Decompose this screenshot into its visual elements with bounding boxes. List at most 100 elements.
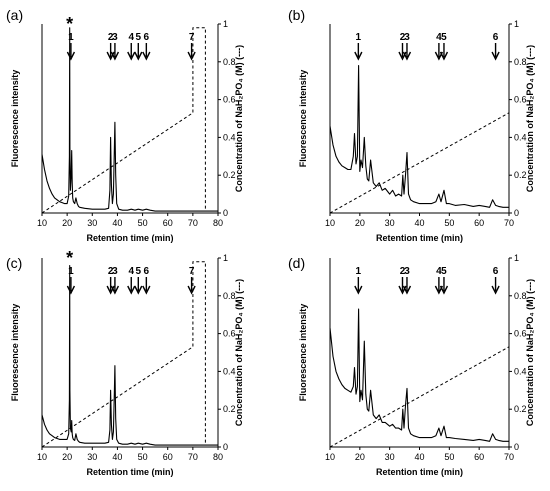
y2-tick-label: 1 — [223, 253, 228, 263]
y2-tick-label: 0.6 — [514, 95, 527, 105]
peak-arrow-head — [134, 51, 143, 61]
y2-axis-title: Concentration of NaH₂PO₄ (M) (---) — [525, 279, 535, 426]
x-tick-label: 60 — [474, 218, 484, 228]
peak-arrow-head — [134, 285, 143, 295]
x-tick-label: 30 — [385, 218, 395, 228]
peak-label: 4 — [436, 32, 442, 43]
y2-tick-label: 0.8 — [223, 57, 236, 67]
x-tick-label: 30 — [87, 452, 97, 462]
panel-label: (d) — [288, 255, 305, 271]
y2-tick-label: 0.4 — [514, 366, 527, 376]
star-marker: * — [66, 14, 73, 34]
y-axis-title: Fluorescence intensity — [10, 304, 20, 402]
chromatogram-line — [41, 27, 218, 212]
x-tick-label: 60 — [163, 218, 173, 228]
peak-arrow-head — [491, 51, 500, 61]
y2-tick-label: 0.6 — [514, 329, 527, 339]
peak-arrow-head — [491, 285, 500, 295]
y2-tick-label: 0.8 — [514, 57, 527, 67]
x-tick-label: 50 — [444, 218, 454, 228]
peak-label: 5 — [136, 32, 142, 43]
x-tick-label: 20 — [355, 218, 365, 228]
peak-arrow-head — [439, 51, 449, 61]
peak-label: 3 — [404, 32, 410, 43]
x-tick-label: 10 — [37, 218, 47, 228]
gradient-line — [41, 27, 206, 214]
peak-label: 7 — [189, 32, 195, 43]
y2-tick-label: 0.8 — [223, 291, 236, 301]
peak-label: 5 — [441, 266, 447, 277]
peak-label: 1 — [68, 32, 74, 43]
chart-panel-4: (d) 10 20 30 40 50 60 700 0.2 0.4 0.6 0.8 1 Retention… — [288, 253, 535, 477]
peak-label: 2 — [400, 32, 406, 43]
peak-arrow-head — [439, 285, 449, 295]
chromatogram-line — [41, 265, 218, 446]
x-tick-label: 60 — [163, 452, 173, 462]
panel-label: (b) — [288, 7, 305, 23]
panel-label: (c) — [6, 255, 22, 271]
y2-axis-title: Concentration of NaH₂PO₄ (M) (---) — [525, 45, 535, 192]
peak-arrow-head — [402, 285, 412, 295]
x-tick-label: 80 — [213, 452, 223, 462]
peak-label: 1 — [356, 32, 362, 43]
y2-tick-label: 0 — [514, 208, 519, 218]
y2-tick-label: 1 — [514, 253, 519, 263]
peak-arrow-head — [66, 51, 76, 61]
y2-tick-label: 1 — [223, 19, 228, 29]
y2-tick-label: 0.6 — [223, 329, 236, 339]
star-marker: * — [66, 248, 73, 268]
y2-tick-label: 0.4 — [223, 132, 236, 142]
peak-label: 6 — [493, 266, 499, 277]
peak-label: 6 — [493, 32, 499, 43]
x-tick-label: 40 — [414, 218, 424, 228]
peak-label: 4 — [128, 32, 134, 43]
y2-tick-label: 0.2 — [223, 404, 236, 414]
peak-arrow-head — [354, 51, 363, 61]
x-tick-label: 80 — [213, 218, 223, 228]
peak-arrow-head — [66, 285, 76, 295]
x-tick-label: 70 — [504, 218, 514, 228]
y2-axis-title: Concentration of NaH₂PO₄ (M) (---) — [234, 279, 244, 426]
peak-arrow-head — [187, 51, 196, 61]
x-tick-label: 50 — [138, 452, 148, 462]
peak-label: 2 — [400, 266, 406, 277]
x-tick-label: 50 — [444, 452, 454, 462]
x-tick-label: 20 — [62, 452, 72, 462]
x-tick-label: 30 — [87, 218, 97, 228]
x-tick-label: 70 — [188, 218, 198, 228]
peak-arrow-head — [402, 51, 412, 61]
peak-label: 7 — [189, 266, 195, 277]
x-tick-label: 30 — [385, 452, 395, 462]
x-tick-label: 10 — [325, 452, 335, 462]
peak-arrow-head — [142, 51, 151, 61]
chromatogram-line — [329, 65, 509, 208]
peak-arrow-head — [127, 285, 136, 295]
y2-tick-label: 0 — [514, 442, 519, 452]
y-axis-title: Fluorescence intensity — [298, 70, 308, 168]
y2-tick-label: 0 — [223, 208, 228, 218]
x-tick-label: 20 — [355, 452, 365, 462]
y2-tick-label: 0.2 — [514, 170, 527, 180]
gradient-line — [329, 346, 510, 448]
chart-panel-2: (b) 10 20 30 40 50 60 700 0.2 0.4 0.6 0.8 1 Retention… — [288, 7, 535, 243]
x-tick-label: 20 — [62, 218, 72, 228]
peak-arrow-head — [110, 51, 120, 61]
gradient-line — [329, 112, 510, 214]
peak-label: 4 — [128, 266, 134, 277]
x-tick-label: 40 — [112, 218, 122, 228]
x-tick-label: 10 — [325, 218, 335, 228]
peak-label: 1 — [68, 266, 74, 277]
x-tick-label: 10 — [37, 452, 47, 462]
gradient-line — [41, 261, 206, 448]
x-axis-title: Retention time (min) — [87, 467, 174, 477]
peak-label: 2 — [108, 32, 114, 43]
y2-tick-label: 0.6 — [223, 95, 236, 105]
peak-arrow-head — [187, 285, 196, 295]
peak-label: 5 — [136, 266, 142, 277]
y-axis-title: Fluorescence intensity — [298, 304, 308, 402]
chart-panel-3: (c) 10 20 30 40 50 60 70 800 0.2 0.4 0.6 0.8 1 Retenti… — [6, 248, 244, 477]
y2-tick-label: 0.8 — [514, 291, 527, 301]
panel-label: (a) — [6, 7, 23, 23]
